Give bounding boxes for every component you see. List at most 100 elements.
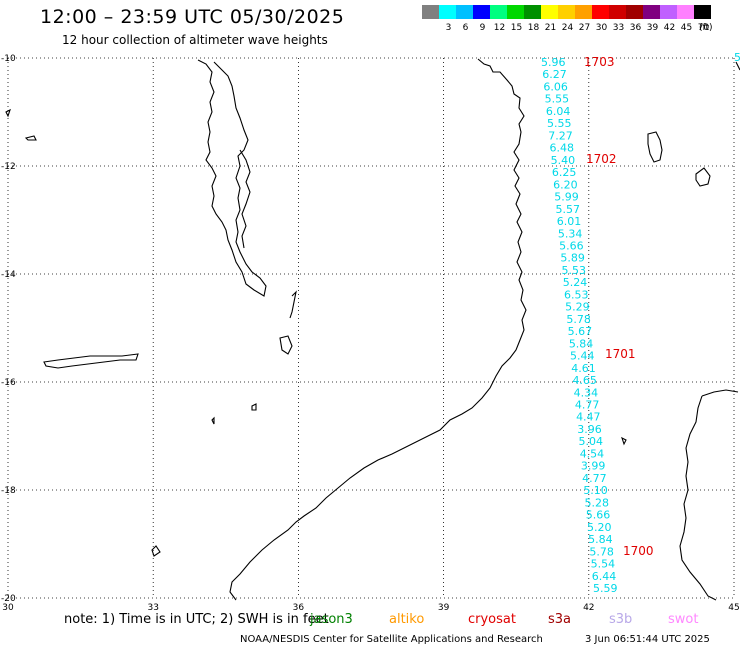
color-swatch xyxy=(490,5,507,19)
lake-chilwa-outline xyxy=(279,335,293,355)
lon-tick-label: 30 xyxy=(2,603,14,613)
color-scale-label: 39 xyxy=(646,23,659,33)
cycle-label: 1703 xyxy=(584,55,615,69)
lon-tick-label: 36 xyxy=(293,603,305,613)
swh-value: 5.10 xyxy=(583,484,608,497)
swh-value: 6.01 xyxy=(557,215,582,228)
lake-niassa-east-shore xyxy=(239,149,251,249)
swh-value: 5.84 xyxy=(588,533,613,546)
swh-value: 7.27 xyxy=(548,129,573,142)
lat-tick-label: -10 xyxy=(1,54,16,64)
color-swatch xyxy=(694,5,711,19)
swh-value: 5.24 xyxy=(563,276,588,289)
color-swatch xyxy=(558,5,575,19)
cycle-labels: 1703 1702 1701 1700 xyxy=(584,55,654,558)
swh-edge-value: 5 xyxy=(734,51,740,64)
satellite-legend-item: s3b xyxy=(609,612,633,627)
map-title: 12:00 – 23:59 UTC 05/30/2025 xyxy=(40,6,345,28)
swh-value: 5.66 xyxy=(586,509,611,522)
color-swatch xyxy=(439,5,456,19)
swh-value: 6.53 xyxy=(564,288,589,301)
color-swatch xyxy=(422,5,439,19)
cycle-label: 1700 xyxy=(623,544,654,558)
lon-tick-label: 39 xyxy=(438,603,450,613)
lon-tick-label: 42 xyxy=(583,603,594,613)
lat-tick-label: -20 xyxy=(1,594,16,604)
islet-c xyxy=(621,436,627,446)
satellite-legend-item: s3a xyxy=(548,612,572,627)
map-frame xyxy=(7,57,735,599)
color-swatch xyxy=(456,5,473,19)
mayotte-island xyxy=(695,167,711,187)
lake-kariba-outline xyxy=(43,353,139,369)
swh-value: 6.25 xyxy=(552,166,577,179)
color-swatch xyxy=(643,5,660,19)
swh-value: 5.28 xyxy=(585,496,610,509)
color-swatch xyxy=(541,5,558,19)
swh-value: 6.20 xyxy=(553,178,578,191)
swh-value: 5.96 xyxy=(541,56,566,69)
color-scale-label: 18 xyxy=(527,23,540,33)
swh-value: 5.67 xyxy=(568,325,593,338)
swh-value: 5.89 xyxy=(560,252,585,265)
swh-value: 4.47 xyxy=(576,411,601,424)
africa-coastline xyxy=(229,58,527,601)
swh-value: 4.77 xyxy=(582,472,607,485)
swh-value: 4.34 xyxy=(574,386,599,399)
color-scale-label: 27 xyxy=(578,23,591,33)
color-scale-label: 15 xyxy=(510,23,523,33)
color-scale-label: 9 xyxy=(479,23,486,33)
color-swatch xyxy=(524,5,541,19)
color-scale-label: 36 xyxy=(629,23,642,33)
lat-tick-label: -16 xyxy=(1,378,16,388)
swh-value: 5.78 xyxy=(589,545,614,558)
swh-value: 6.44 xyxy=(592,570,617,583)
color-scale-label: 33 xyxy=(612,23,625,33)
lat-tick-label: -18 xyxy=(1,486,16,496)
color-swatch xyxy=(473,5,490,19)
swh-value: 5.34 xyxy=(558,227,583,240)
credit-text: NOAA/NESDIS Center for Satellite Applica… xyxy=(240,634,543,645)
color-scale-label: 3 xyxy=(445,23,452,33)
swh-value: 6.48 xyxy=(549,142,574,155)
comoros-island xyxy=(647,131,663,163)
swh-value: 4.61 xyxy=(571,362,596,375)
color-scale-unit: (ft) xyxy=(699,23,713,33)
swh-value: 5.40 xyxy=(551,154,576,167)
swh-value: 5.78 xyxy=(566,313,591,326)
swh-value: 5.66 xyxy=(559,239,584,252)
lat-tick-label: -12 xyxy=(1,162,16,172)
lat-tick-label: -14 xyxy=(1,270,16,280)
lon-tick-label: 45 xyxy=(728,603,739,613)
color-swatch xyxy=(609,5,626,19)
lon-tick-label: 33 xyxy=(147,603,158,613)
color-scale-label: 6 xyxy=(462,23,469,33)
lake-fragment-2 xyxy=(211,416,215,425)
swh-value: 5.99 xyxy=(554,191,579,204)
graticule xyxy=(8,58,734,598)
islet-d xyxy=(735,61,740,71)
color-swatch xyxy=(575,5,592,19)
color-scale-label: 70 xyxy=(697,23,710,33)
color-swatch xyxy=(626,5,643,19)
satellite-legend-item: jason3 xyxy=(310,612,353,627)
swh-value: 5.44 xyxy=(570,350,595,363)
coastline xyxy=(5,58,740,601)
swh-value: 4.54 xyxy=(580,447,605,460)
axis-ticks: 30 33 36 39 42 45 -10 -12 -14 -16 -18 -20 xyxy=(1,54,740,613)
cycle-label: 1702 xyxy=(586,152,617,166)
swh-value: 5.20 xyxy=(587,521,612,534)
swh-value: 6.04 xyxy=(546,105,571,118)
cycle-label: 1701 xyxy=(605,347,636,361)
islet-a xyxy=(24,135,37,141)
swh-value: 3.96 xyxy=(577,423,602,436)
swh-value: 5.55 xyxy=(547,117,572,130)
satellite-legend-item: swot xyxy=(668,612,699,627)
footer-note: note: 1) Time is in UTC; 2) SWH is in fe… xyxy=(64,612,329,627)
swh-value: 6.06 xyxy=(543,80,568,93)
swh-value: 5.53 xyxy=(562,264,587,277)
color-swatch xyxy=(592,5,609,19)
color-swatch xyxy=(660,5,677,19)
swh-value: 5.84 xyxy=(569,337,594,350)
color-scale-label: 24 xyxy=(561,23,574,33)
